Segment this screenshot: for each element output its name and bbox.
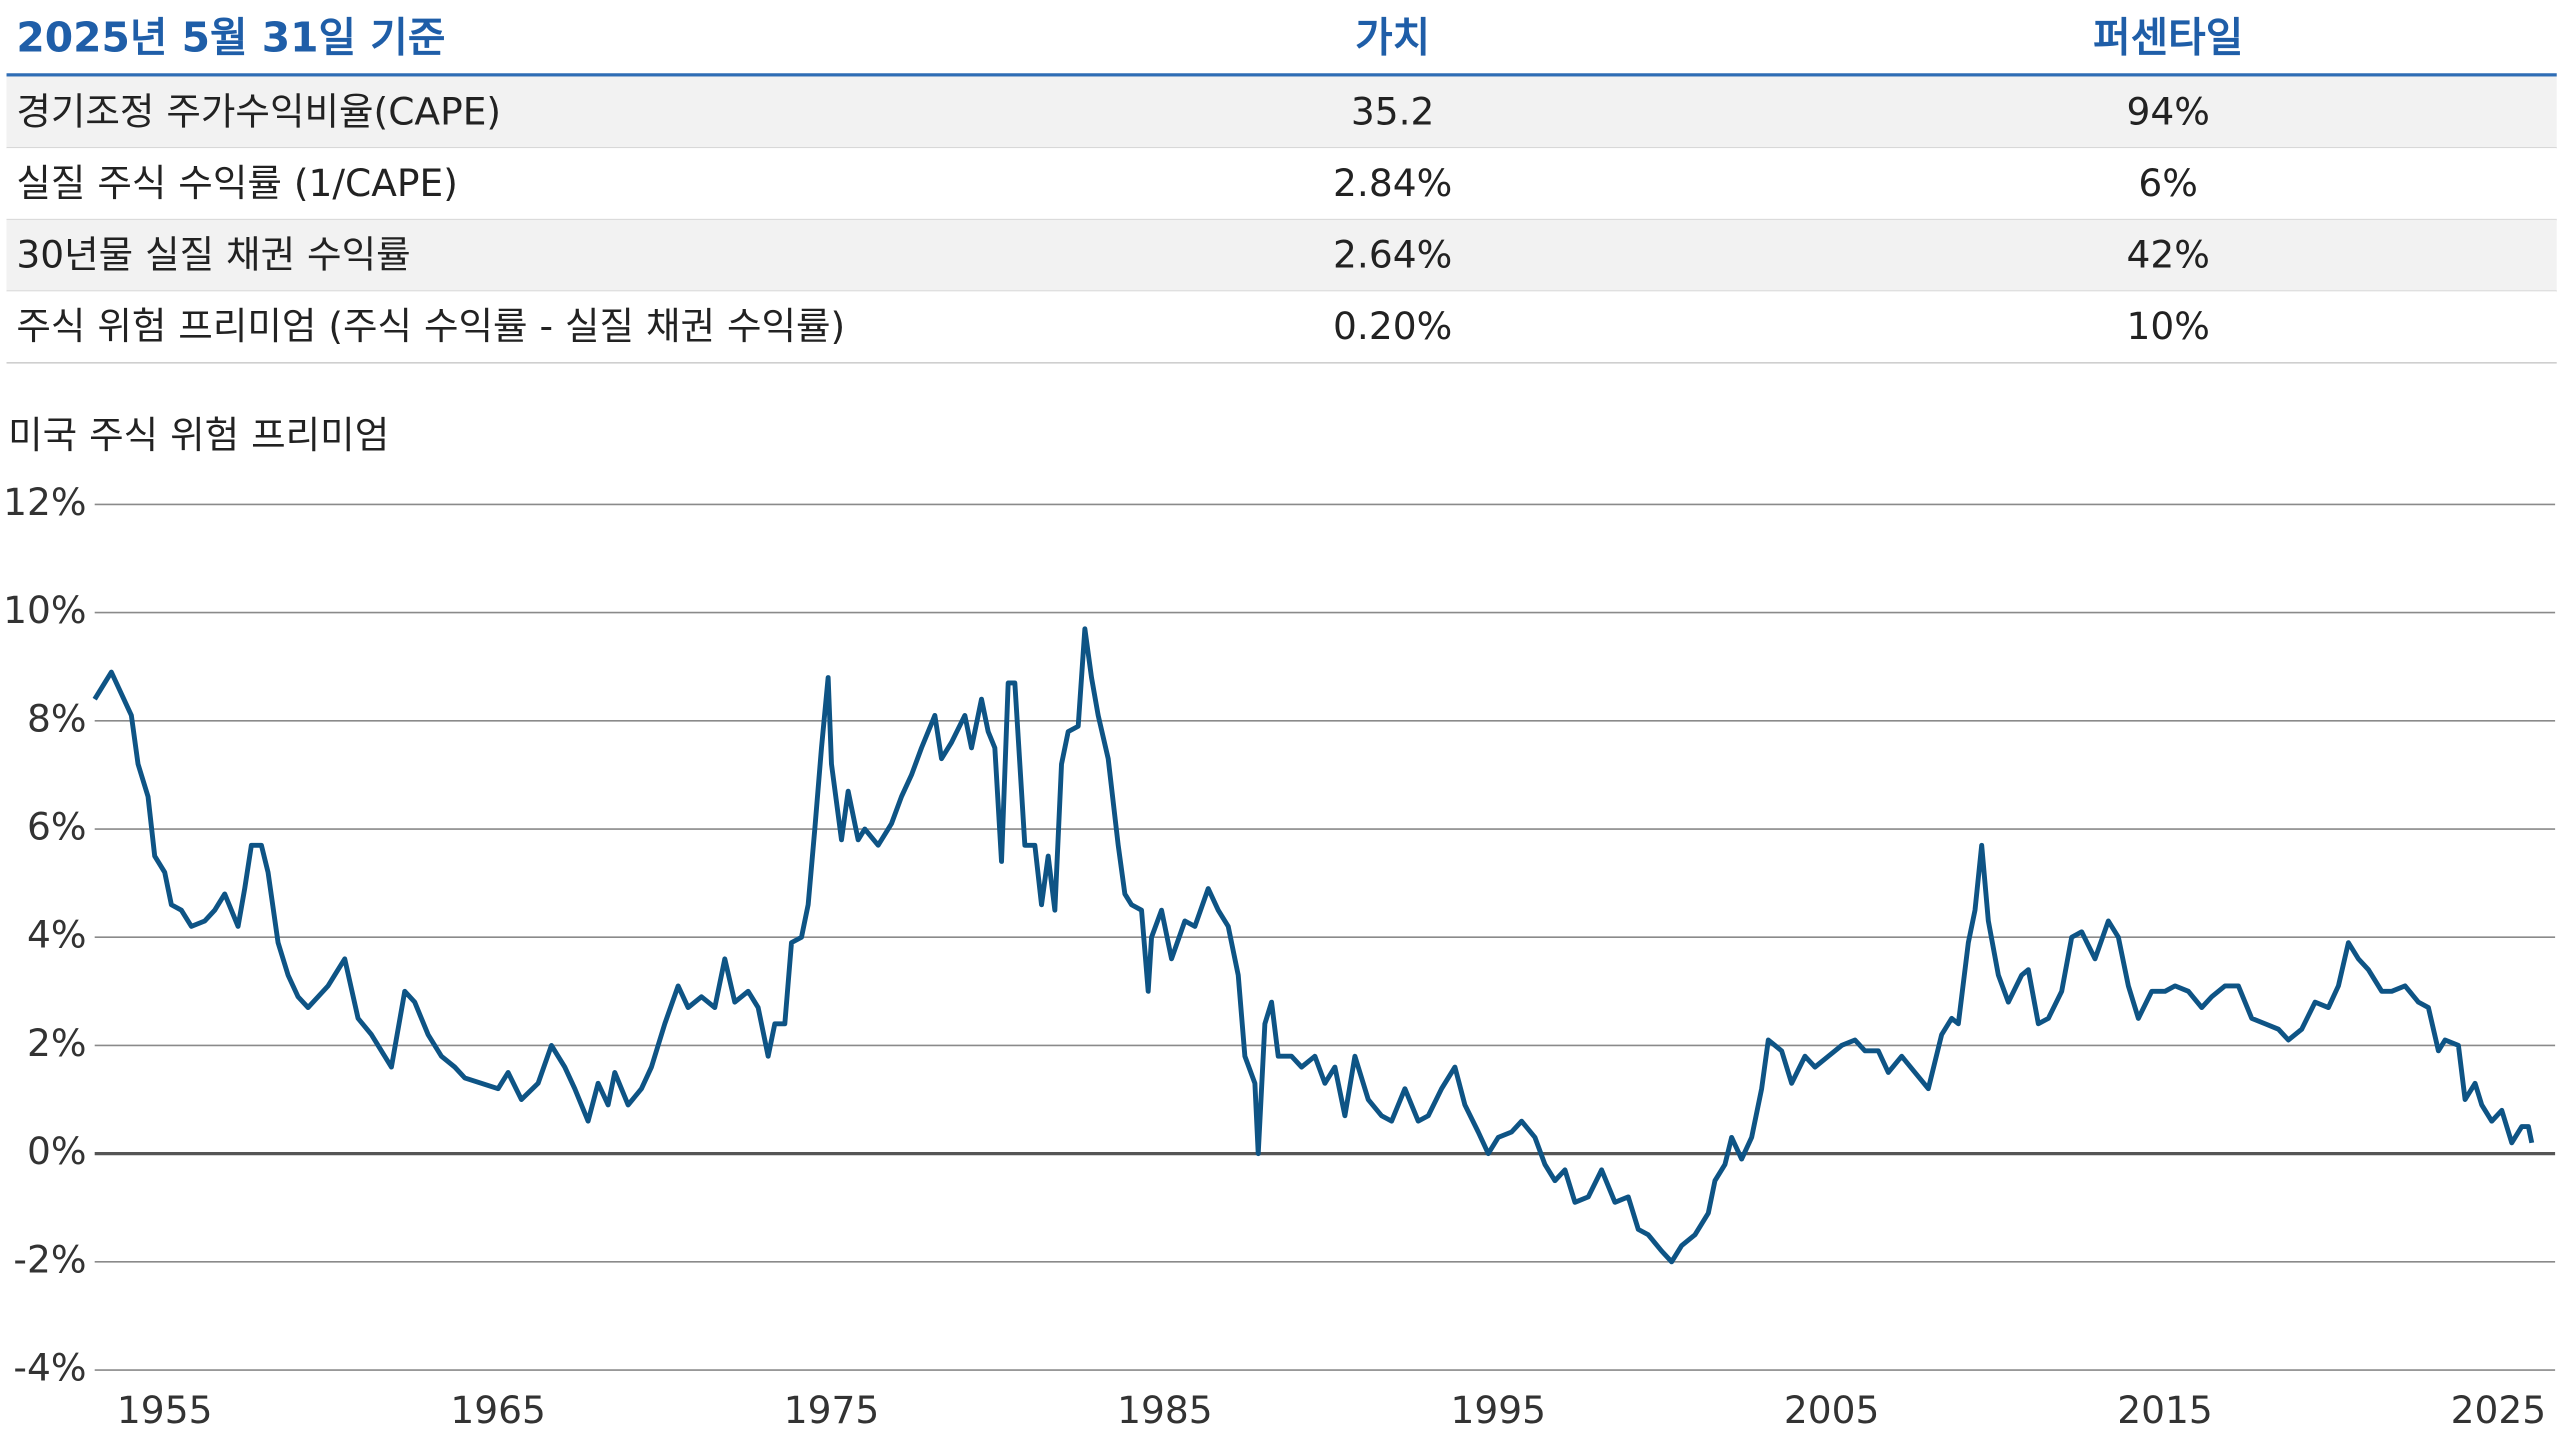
- table-cell: 0.20%: [1333, 304, 1452, 348]
- x-tick-label: 2005: [1784, 1388, 1880, 1432]
- x-tick-label: 1965: [450, 1388, 546, 1432]
- table-header: 2025년 5월 31일 기준: [16, 14, 445, 62]
- table-header: 퍼센타일: [2093, 14, 2243, 62]
- table-row: [6, 219, 2557, 292]
- x-tick-label: 1975: [784, 1388, 880, 1432]
- table-cell: 경기조정 주가수익비율(CAPE): [16, 89, 501, 133]
- table-cell: 10%: [2126, 304, 2209, 348]
- table-row: [6, 291, 2557, 363]
- table-body: 경기조정 주가수익비율(CAPE) 35.2 94% 실질 주식 수익률 (1/CAP…: [6, 76, 2557, 364]
- table-row: [6, 76, 2557, 149]
- table-cell: 30년물 실질 채권 수익률: [16, 233, 410, 277]
- y-tick-label: -4%: [13, 1346, 86, 1390]
- table-cell: 주식 위험 프리미엄 (주식 수익률 - 실질 채권 수익률): [16, 304, 845, 348]
- y-tick-label: 4%: [27, 913, 87, 957]
- table-cell: 42%: [2126, 233, 2209, 277]
- y-tick-label: 2%: [27, 1021, 87, 1065]
- x-tick-label: 2015: [2117, 1388, 2213, 1432]
- table-row: [6, 148, 2557, 220]
- table-cell: 2.64%: [1333, 233, 1452, 277]
- x-tick-label: 1995: [1450, 1388, 1546, 1432]
- table-cell: 실질 주식 수익률 (1/CAPE): [16, 161, 458, 205]
- data-line: [92, 626, 2535, 1265]
- y-tick-label: 0%: [27, 1129, 87, 1173]
- table-header: 가치: [1355, 14, 1430, 62]
- x-tick-label: 1955: [117, 1388, 213, 1432]
- chart-title: 미국 주식 위험 프리미엄: [8, 413, 389, 457]
- y-tick-label: -2%: [13, 1237, 86, 1281]
- table-cell: 94%: [2126, 89, 2209, 133]
- table-cell: 6%: [2138, 161, 2198, 205]
- x-tick-label: 2025: [2451, 1388, 2547, 1432]
- table-cell: 35.2: [1351, 89, 1435, 133]
- chart: -4% -2% 0% 2% 4% 6% 8% 10% 12% 1955 1965 1975 1985 19…: [3, 480, 2556, 1432]
- y-tick-label: 12%: [3, 480, 86, 524]
- table-cell: 2.84%: [1333, 161, 1452, 205]
- y-tick-label: 8%: [27, 696, 87, 740]
- y-tick-label: 6%: [27, 805, 87, 849]
- y-tick-label: 10%: [3, 588, 86, 632]
- x-tick-label: 1985: [1117, 1388, 1213, 1432]
